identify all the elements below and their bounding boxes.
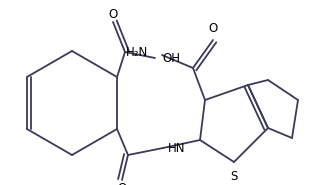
Text: O: O bbox=[117, 181, 126, 185]
Text: O: O bbox=[208, 21, 218, 34]
Text: S: S bbox=[230, 169, 238, 182]
Text: OH: OH bbox=[162, 51, 180, 65]
Text: O: O bbox=[108, 8, 117, 21]
Text: H₂N: H₂N bbox=[126, 46, 148, 58]
Text: HN: HN bbox=[168, 142, 185, 154]
